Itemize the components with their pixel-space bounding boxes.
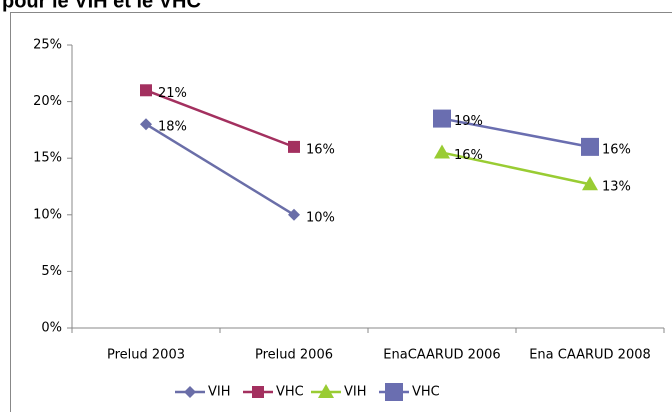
x-tick-label: EnaCAARUD 2006	[383, 348, 500, 363]
legend-label: VHC	[276, 385, 304, 400]
legend-label: VIH	[208, 385, 231, 400]
marker	[433, 109, 451, 128]
y-tick-label: 10%	[33, 207, 62, 222]
marker	[581, 137, 599, 156]
data-label: 16%	[602, 142, 631, 157]
series-line	[441, 151, 591, 186]
y-tick-label: 5%	[41, 264, 62, 279]
data-label: 19%	[454, 114, 483, 129]
legend-label: VIH	[344, 385, 367, 400]
data-label: 10%	[306, 210, 335, 225]
x-tick-label: Prelud 2006	[255, 348, 333, 363]
x-tick-label: Ena CAARUD 2008	[529, 348, 651, 363]
series-line	[145, 123, 295, 216]
y-tick-label: 20%	[33, 94, 62, 109]
legend-label: VHC	[412, 385, 440, 400]
marker	[140, 118, 152, 131]
marker	[184, 386, 196, 398]
data-label: 13%	[602, 180, 631, 195]
data-label: 16%	[306, 142, 335, 157]
y-tick-label: 15%	[33, 151, 62, 166]
series-line	[145, 89, 295, 149]
marker	[288, 208, 300, 221]
marker	[385, 383, 403, 401]
marker	[252, 386, 264, 398]
series-line	[441, 117, 591, 149]
marker	[140, 84, 152, 97]
chart-frame	[10, 12, 672, 412]
data-label: 18%	[158, 120, 187, 135]
marker	[434, 144, 450, 159]
y-tick-label: 0%	[41, 321, 62, 336]
data-label: 16%	[454, 148, 483, 163]
y-tick-label: 25%	[33, 38, 62, 53]
marker	[288, 140, 300, 153]
chart-title: pour le VIH et le VHC	[2, 0, 201, 12]
marker	[318, 384, 334, 398]
x-tick-label: Prelud 2003	[107, 348, 185, 363]
data-label: 21%	[158, 86, 187, 101]
marker	[582, 176, 598, 191]
